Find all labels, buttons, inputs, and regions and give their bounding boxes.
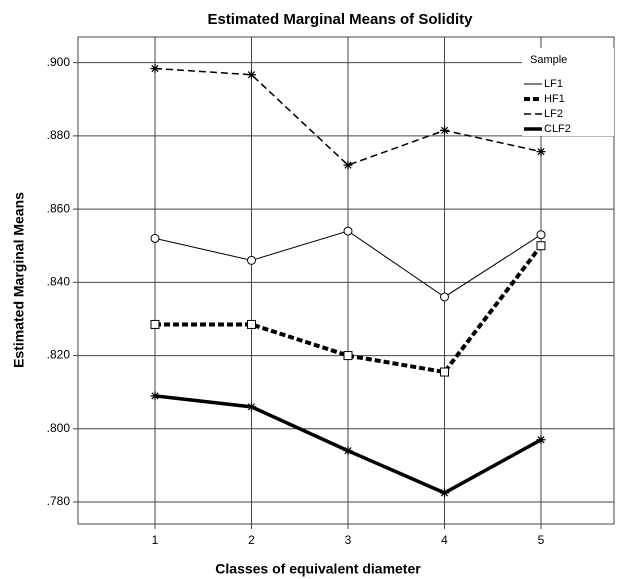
y-tick-label: .840 — [47, 275, 71, 289]
marker — [343, 446, 353, 456]
marker — [343, 226, 353, 236]
y-tick-label: .880 — [47, 128, 71, 142]
x-tick-label: 5 — [538, 533, 545, 547]
y-tick-label: .820 — [47, 348, 71, 362]
marker — [247, 70, 256, 80]
marker — [440, 292, 449, 302]
marker — [150, 319, 160, 329]
y-tick-label: .800 — [47, 421, 71, 435]
y-tick-label: .780 — [47, 494, 71, 508]
legend-title: Sample — [530, 54, 567, 66]
marker — [440, 125, 449, 135]
marker — [150, 233, 160, 243]
marker — [343, 351, 353, 361]
legend-label: HF1 — [544, 93, 565, 105]
marker — [150, 63, 160, 73]
x-tick-label: 3 — [345, 533, 352, 547]
legend-label: LF2 — [544, 108, 563, 120]
marker — [150, 391, 160, 401]
marker — [536, 230, 546, 240]
y-tick-label: .860 — [47, 201, 71, 215]
series-line — [154, 67, 542, 167]
marker — [440, 488, 449, 498]
x-tick-label: 1 — [152, 533, 159, 547]
legend: Sample LF1 HF1 LF2 CLF2 — [522, 48, 614, 136]
marker — [247, 319, 256, 329]
legend-label: LF1 — [544, 78, 563, 90]
series-line — [155, 244, 543, 375]
marker — [247, 402, 256, 412]
marker — [343, 160, 353, 170]
y-axis-title: Estimated Marginal Means — [11, 192, 27, 368]
marker — [536, 241, 546, 251]
marker — [440, 367, 449, 377]
x-tick-label: 4 — [441, 533, 448, 547]
chart-title: Estimated Marginal Means of Solidity — [207, 11, 473, 28]
marker — [247, 255, 256, 265]
marker — [536, 435, 546, 445]
x-tick-label: 2 — [248, 533, 255, 547]
legend-label: CLF2 — [544, 123, 571, 135]
marker — [536, 147, 546, 157]
y-tick-label: .900 — [47, 55, 71, 69]
legend-box — [522, 48, 614, 136]
x-axis-title: Classes of equivalent diameter — [215, 561, 421, 577]
